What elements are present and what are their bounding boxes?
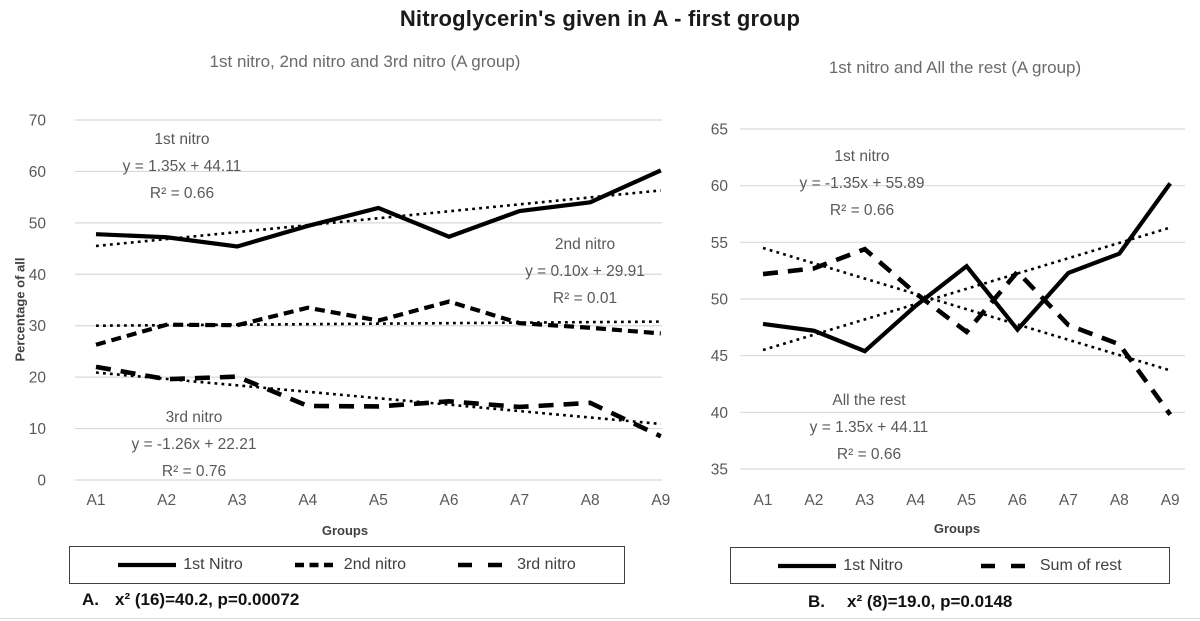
svg-text:45: 45 <box>711 348 728 365</box>
svg-text:A1: A1 <box>754 492 773 509</box>
svg-text:10: 10 <box>29 421 47 438</box>
right-chart-subtitle: 1st nitro and All the rest (A group) <box>828 58 1082 77</box>
svg-text:40: 40 <box>29 267 47 284</box>
annotation-r-squared: R² = 0.66 <box>829 202 895 219</box>
chi-square-stat-a: A. x² (16)=40.2, p=0.00072 <box>82 590 299 610</box>
annotation-series-label: 1st nitro <box>834 148 890 165</box>
left-chart-plot: 0 10 20 30 40 50 60 70 A1 A2 A3 A4 A5 A6 A7 A8 A9 <box>29 113 671 510</box>
left-chart-x-axis-title: Groups <box>321 523 369 538</box>
stat-label: B. <box>808 592 825 611</box>
svg-text:60: 60 <box>29 164 47 181</box>
figure-title: Nitroglycerin's given in A - first group <box>399 6 801 31</box>
svg-text:A6: A6 <box>1008 492 1027 509</box>
left-chart-legend: 1st Nitro 2nd nitro 3rd nitro <box>69 546 625 584</box>
annotation-all-the-rest: All the rest y = 1.35x + 44.11 R² = 0.66 <box>749 387 989 468</box>
annotation-1st-nitro-left: 1st nitro y = 1.35x + 44.11 R² = 0.66 <box>62 126 302 207</box>
svg-text:A5: A5 <box>369 492 388 509</box>
right-chart-plot: 35 40 45 50 55 60 65 A1 A2 A3 A4 A5 A6 A7 A8 A9 <box>711 122 1185 509</box>
svg-text:50: 50 <box>29 215 47 232</box>
svg-text:65: 65 <box>711 122 728 139</box>
annotation-series-label: 3rd nitro <box>165 409 223 426</box>
annotation-series-label: All the rest <box>832 392 906 409</box>
stat-label: A. <box>82 590 99 609</box>
svg-text:A9: A9 <box>651 492 670 509</box>
svg-text:A3: A3 <box>855 492 874 509</box>
svg-text:50: 50 <box>711 292 729 309</box>
svg-text:A7: A7 <box>1059 492 1078 509</box>
annotation-3rd-nitro: 3rd nitro y = -1.26x + 22.21 R² = 0.76 <box>74 404 314 485</box>
legend-label: 1st Nitro <box>183 556 243 573</box>
solid-line-icon <box>778 563 837 568</box>
annotation-series-label: 2nd nitro <box>554 236 616 253</box>
annotation-equation: y = -1.35x + 55.89 <box>799 175 925 192</box>
svg-text:A2: A2 <box>804 492 823 509</box>
legend-item-2nd-nitro: 2nd nitro <box>294 556 407 574</box>
right-chart-x-axis-title: Groups <box>933 521 981 536</box>
stat-text: x² (16)=40.2, p=0.00072 <box>115 590 300 609</box>
annotation-series-label: 1st nitro <box>154 131 210 148</box>
svg-text:A7: A7 <box>510 492 529 509</box>
svg-text:A8: A8 <box>1110 492 1129 509</box>
solid-line-icon <box>118 562 177 568</box>
long-dash-line-icon <box>980 563 1033 568</box>
svg-text:A4: A4 <box>906 492 925 509</box>
svg-text:35: 35 <box>711 462 728 479</box>
svg-text:30: 30 <box>29 318 47 335</box>
annotation-1st-nitro-right: 1st nitro y = -1.35x + 55.89 R² = 0.66 <box>742 143 982 224</box>
chi-square-stat-b: B. x² (8)=19.0, p=0.0148 <box>808 592 1012 612</box>
annotation-equation: y = 1.35x + 44.11 <box>809 419 929 436</box>
svg-text:55: 55 <box>711 235 728 252</box>
stat-text: x² (8)=19.0, p=0.0148 <box>847 592 1013 611</box>
annotation-2nd-nitro: 2nd nitro y = 0.10x + 29.91 R² = 0.01 <box>465 231 705 312</box>
legend-label: Sum of rest <box>1039 556 1122 574</box>
annotation-r-squared: R² = 0.66 <box>836 446 902 463</box>
annotation-equation: y = -1.26x + 22.21 <box>131 436 257 453</box>
svg-text:40: 40 <box>711 405 729 422</box>
svg-text:A4: A4 <box>298 492 317 509</box>
svg-text:A5: A5 <box>957 492 976 509</box>
legend-label: 3rd nitro <box>517 556 576 573</box>
annotation-equation: y = 1.35x + 44.11 <box>122 158 242 175</box>
legend-label: 2nd nitro <box>343 556 407 573</box>
short-dash-line-icon <box>294 562 337 568</box>
svg-text:20: 20 <box>29 370 47 387</box>
long-dash-line-icon <box>458 562 511 568</box>
svg-text:A3: A3 <box>228 492 247 509</box>
figure-bottom-border <box>0 618 1200 619</box>
legend-item-3rd-nitro: 3rd nitro <box>458 556 576 574</box>
annotation-r-squared: R² = 0.76 <box>161 463 227 480</box>
legend-label: 1st Nitro <box>843 556 903 574</box>
annotation-r-squared: R² = 0.66 <box>149 185 215 202</box>
legend-item-1st-nitro: 1st Nitro <box>778 557 903 575</box>
svg-text:60: 60 <box>711 178 729 195</box>
svg-text:A8: A8 <box>581 492 600 509</box>
legend-item-sum-of-rest: Sum of rest <box>980 556 1122 575</box>
annotation-equation: y = 0.10x + 29.91 <box>525 263 645 280</box>
svg-text:A6: A6 <box>440 492 459 509</box>
right-chart-legend: 1st Nitro Sum of rest <box>730 547 1170 584</box>
left-chart-y-axis-title: Percentage of all <box>12 257 28 362</box>
annotation-r-squared: R² = 0.01 <box>552 290 618 307</box>
svg-text:A9: A9 <box>1161 492 1180 509</box>
svg-text:0: 0 <box>37 473 46 490</box>
svg-text:A1: A1 <box>87 492 106 509</box>
svg-text:A2: A2 <box>157 492 176 509</box>
left-chart-subtitle: 1st nitro, 2nd nitro and 3rd nitro (A gr… <box>209 52 521 71</box>
svg-text:70: 70 <box>29 113 47 130</box>
legend-item-1st-nitro: 1st Nitro <box>118 556 243 574</box>
